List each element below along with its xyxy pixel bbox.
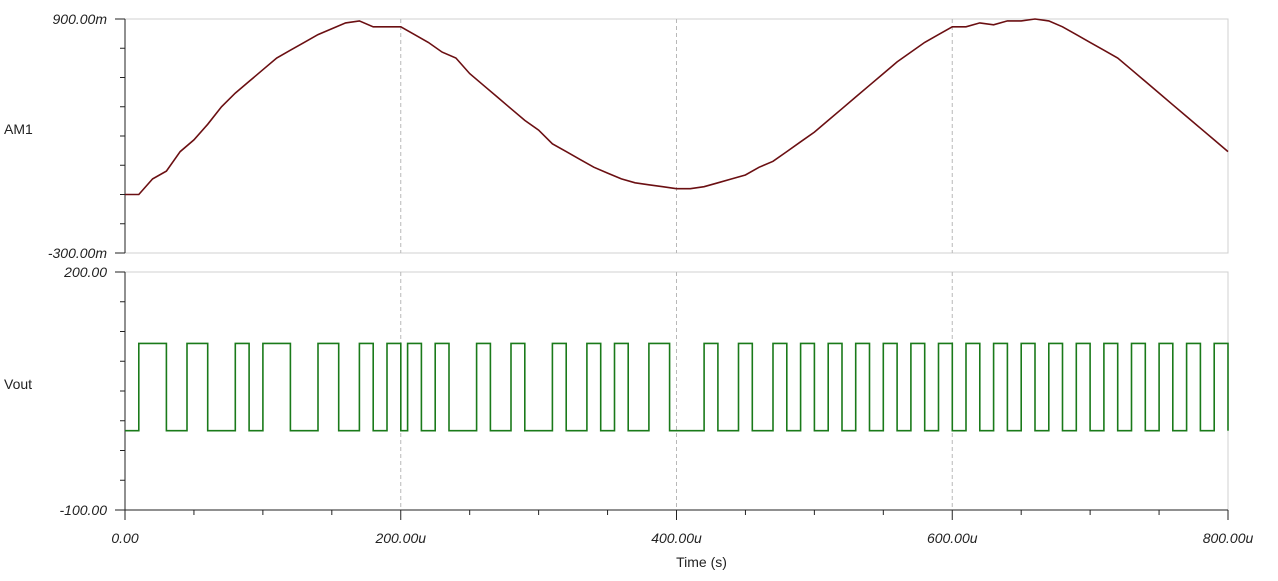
x-axis: 0.00 200.00u 400.00u 600.00u 800.00u Time (s) (111, 509, 1254, 570)
vout-y-axis-label: Vout (4, 376, 32, 392)
x-tick-label: 800.00u (1203, 530, 1254, 546)
vout-panel: 200.00 -100.00 Vout (4, 264, 1229, 518)
vout-series-line (125, 342, 1229, 432)
am1-y-axis-label: AM1 (4, 121, 33, 137)
vout-y-tick-label: 200.00 (63, 264, 107, 280)
vout-y-tick-label: -100.00 (60, 502, 108, 518)
x-tick-label: 0.00 (111, 530, 138, 546)
am1-y-tick-label: 900.00m (53, 11, 108, 27)
x-tick-label: 400.00u (651, 530, 702, 546)
x-tick-label: 200.00u (374, 530, 426, 546)
am1-series-line (125, 18, 1229, 196)
x-axis-label: Time (s) (676, 554, 727, 570)
am1-panel: 900.00m -300.00m AM1 (4, 11, 1229, 261)
am1-y-tick-label: -300.00m (48, 245, 107, 261)
x-tick-label: 600.00u (927, 530, 978, 546)
